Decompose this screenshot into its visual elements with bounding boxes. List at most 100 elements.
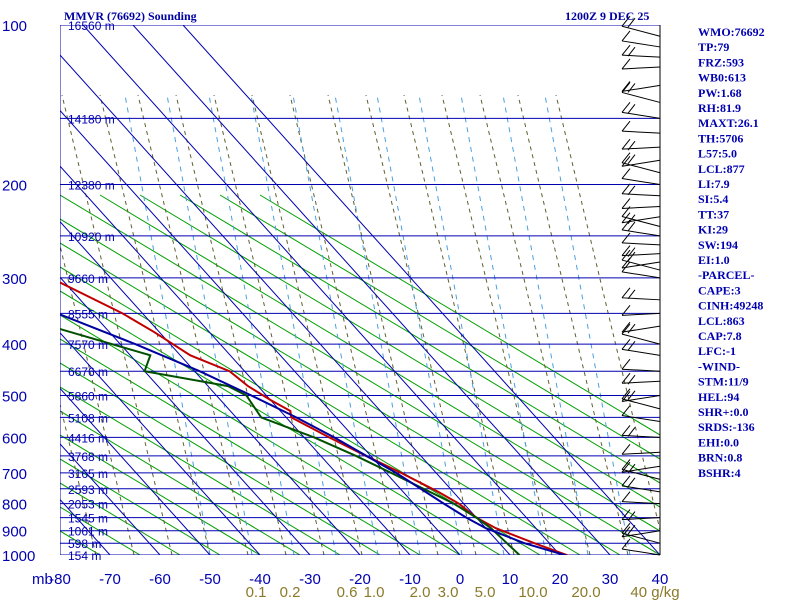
series — [60, 281, 570, 555]
x-tick-label: -30 — [299, 571, 321, 588]
wind-barb — [621, 25, 661, 37]
mixing-ratio-line — [544, 94, 631, 555]
stat-item: LI:7.9 — [698, 177, 730, 191]
wind-barb — [621, 146, 661, 150]
wind-barb-flag — [621, 232, 631, 244]
stat-item: BRN:0.8 — [698, 451, 742, 465]
moist-adiabat — [441, 94, 553, 555]
mixing-ratio-label: 0.6 — [337, 584, 358, 600]
stat-item: HEL:94 — [698, 390, 739, 404]
wind-barb — [621, 415, 661, 423]
wind-barb-flag — [627, 323, 636, 334]
series-line-3 — [60, 313, 569, 555]
isotherm-line — [82, 25, 561, 555]
wind-barb-flag — [621, 425, 631, 436]
chart-title: MMVR (76692) Sounding — [64, 9, 197, 23]
wind-barb-flag — [621, 206, 631, 217]
isotherm-line — [182, 25, 660, 555]
wind-barb-flag — [621, 44, 631, 56]
height-label: 598 m — [68, 537, 101, 551]
height-label: 6676 m — [68, 365, 108, 379]
dry-adiabat — [60, 242, 581, 555]
wind-barb — [621, 501, 661, 505]
wind-barb-flag — [621, 372, 631, 384]
x-tick-label: -40 — [249, 571, 271, 588]
wind-barb — [621, 532, 661, 544]
wind-barb-flag — [621, 405, 631, 416]
wind-barb-flag — [621, 155, 631, 167]
plot-frame — [60, 25, 660, 555]
series-line-2 — [60, 327, 521, 555]
moist-adiabat — [289, 94, 401, 555]
mixing-ratio-line — [208, 94, 295, 555]
wind-barb — [621, 40, 661, 48]
wind-barb — [621, 297, 661, 301]
height-label: 12380 m — [68, 179, 115, 193]
wind-barb-flag — [621, 358, 631, 370]
wind-barb-flag — [621, 305, 631, 316]
wind-barb — [621, 548, 661, 556]
mixing-ratio-line — [292, 94, 379, 555]
mixing-ratio-line — [166, 94, 253, 555]
height-label: 8555 m — [68, 307, 108, 321]
wind-barb-flag — [621, 339, 631, 350]
mixing-ratio-line — [376, 94, 463, 555]
wind-barb-flag — [621, 102, 631, 113]
height-label: 1061 m — [68, 525, 108, 539]
stat-item: -PARCEL- — [698, 268, 754, 282]
moist-adiabat — [517, 94, 629, 555]
wind-barb — [621, 111, 661, 119]
mixing-ratio-label: 2.0 — [410, 584, 431, 600]
dry-adiabat — [60, 218, 621, 555]
mixing-ratio-label: 3.0 — [438, 584, 459, 600]
moist-adiabat — [251, 94, 363, 555]
stat-item: RH:81.9 — [698, 101, 741, 115]
y-tick-label: 600 — [2, 430, 27, 447]
stat-item: FRZ:593 — [698, 55, 744, 69]
stat-item: -WIND- — [698, 359, 740, 373]
stat-item: TP:79 — [698, 40, 729, 54]
dry-adiabat — [219, 194, 660, 460]
wind-barb-flag — [627, 140, 636, 151]
wind-barb — [621, 380, 661, 384]
stat-item: PW:1.68 — [698, 86, 742, 100]
dry-adiabat — [60, 362, 381, 555]
dry-adiabat — [259, 194, 660, 436]
x-tick-label: 40 — [652, 571, 669, 588]
y-tick-label: 500 — [2, 388, 27, 405]
height-label: 1545 m — [68, 512, 108, 526]
mixing-ratio-label: 1.0 — [364, 584, 385, 600]
wind-barb — [621, 312, 661, 316]
height-label: 16560 m — [68, 19, 115, 33]
x-tick-label: -70 — [99, 571, 121, 588]
x-tick-label: -10 — [399, 571, 421, 588]
wind-barb — [621, 216, 661, 227]
height-label: 4416 m — [68, 431, 108, 445]
wind-barb-flag — [621, 323, 631, 335]
dry-adiabat — [60, 314, 461, 555]
dry-adiabat — [60, 266, 541, 555]
mixing-ratio-line — [124, 94, 211, 555]
stat-item: BSHR:4 — [698, 466, 741, 480]
height-label: 3768 m — [68, 450, 108, 464]
background-lines — [60, 94, 660, 555]
moist-adiabat — [403, 94, 515, 555]
stat-item: SW:194 — [698, 238, 738, 252]
wind-barb — [621, 229, 661, 237]
wind-barb-flag — [621, 58, 631, 70]
mixing-ratio-label: 0.1 — [246, 584, 267, 600]
stat-item: L57:5.0 — [698, 147, 737, 161]
mixing-ratio-label: 20.0 — [571, 584, 600, 600]
isotherm-line — [60, 387, 211, 555]
mixing-ratio-line — [250, 94, 337, 555]
stat-item: MAXT:26.1 — [698, 116, 759, 130]
wind-barb — [621, 178, 661, 186]
dry-adiabat — [60, 386, 341, 555]
moist-adiabat — [365, 94, 477, 555]
stat-item: SRDS:-136 — [698, 420, 755, 434]
dry-adiabat — [60, 338, 421, 555]
wind-barb-flag — [621, 183, 631, 195]
stat-item: LCL:863 — [698, 314, 745, 328]
isotherm-line — [60, 332, 261, 555]
mixing-ratio-label: 40 g/kg — [630, 584, 679, 600]
